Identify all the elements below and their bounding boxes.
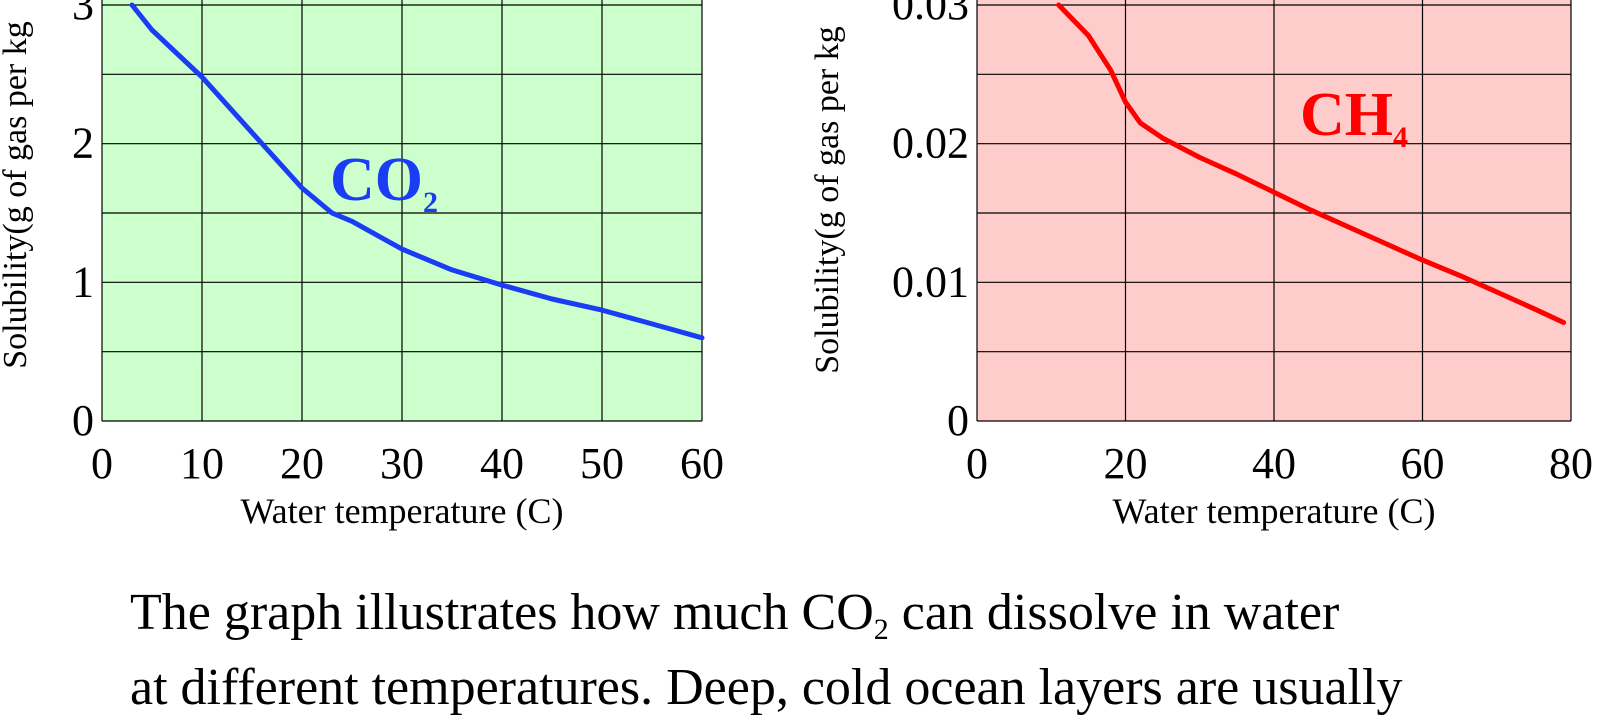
series-label-subscript: 2 — [423, 186, 438, 219]
chart-1: 0 10 20 30 40 50 60 0 1 2 3 Water temperature (C) So… — [0, 0, 724, 531]
y-tick-label: 1 — [72, 257, 94, 306]
series-label-subscript: 4 — [1393, 121, 1408, 154]
series-line — [1056, 2, 1567, 325]
series-label-text: CO — [330, 146, 423, 214]
caption-text-before: The graph illustrates how much CO — [130, 584, 874, 641]
x-tick-label: 20 — [1104, 439, 1148, 488]
y-tick-label: 2 — [72, 119, 94, 168]
x-tick-label: 20 — [280, 439, 324, 488]
y-axis-label: Solubility(g of gas per kg — [809, 26, 846, 374]
y-tick-label: 0.02 — [892, 119, 969, 168]
x-tick-label: 80 — [1549, 439, 1593, 488]
chart-2: 0 20 40 60 80 0 0.01 0.02 0.03 Water temperature … — [809, 0, 1593, 531]
caption-line-1: The graph illustrates how much CO2 can d… — [130, 584, 1570, 659]
x-tick-label: 60 — [1401, 439, 1445, 488]
x-tick-label: 40 — [480, 439, 524, 488]
x-tick-label: 40 — [1252, 439, 1296, 488]
x-tick-label: 30 — [380, 439, 424, 488]
caption-paragraph: The graph illustrates how much CO2 can d… — [130, 584, 1570, 717]
y-tick-label: 0.01 — [892, 257, 969, 306]
y-tick-label: 0 — [72, 396, 94, 445]
y-tick-label: 3 — [72, 0, 94, 29]
y-tick-label: 0 — [947, 396, 969, 445]
x-tick-label: 0 — [966, 439, 988, 488]
series-label: CO2 — [330, 146, 438, 219]
x-tick-label: 10 — [180, 439, 224, 488]
caption-subscript: 2 — [873, 613, 889, 646]
x-axis-label: Water temperature (C) — [1113, 491, 1436, 531]
y-tick-label: 0.03 — [892, 0, 969, 29]
x-tick-label: 50 — [580, 439, 624, 488]
y-axis-label: Solubility(g of gas per kg — [0, 21, 34, 369]
caption-line-2: at different temperatures. Deep, cold oc… — [130, 659, 1403, 716]
series-line — [129, 2, 705, 341]
series-label: CH4 — [1300, 81, 1408, 154]
x-axis-label: Water temperature (C) — [241, 491, 564, 531]
caption-text-after: can dissolve in water — [888, 584, 1340, 641]
x-tick-label: 0 — [91, 439, 113, 488]
x-tick-label: 60 — [680, 439, 724, 488]
series-label-text: CH — [1300, 81, 1393, 149]
